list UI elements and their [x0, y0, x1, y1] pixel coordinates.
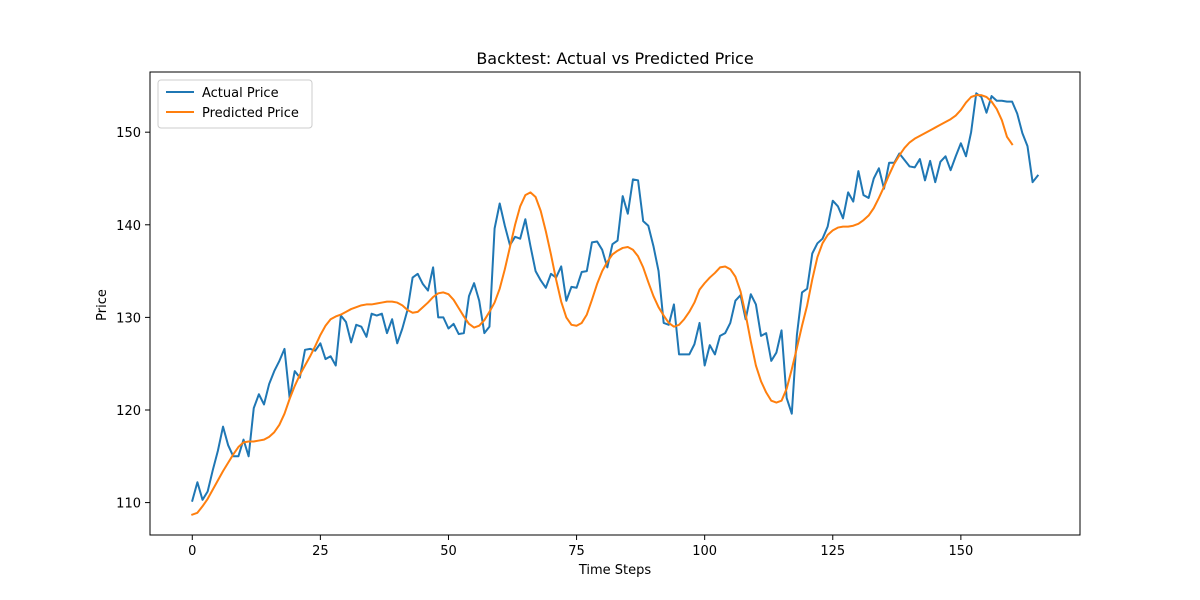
legend-box — [157, 79, 313, 129]
x-tick-label: 0 — [188, 544, 196, 559]
plot-area — [149, 71, 1081, 536]
y-axis: 110 120 130 140 150 — [116, 126, 150, 512]
y-tick-label: 140 — [116, 219, 141, 234]
x-tick-label: 100 — [692, 544, 717, 559]
legend-label-actual-price: Actual Price — [202, 86, 279, 101]
x-axis: 0 25 50 75 100 125 150 — [188, 535, 973, 559]
x-axis-title: Time Steps — [578, 563, 652, 578]
x-tick-label: 125 — [820, 544, 845, 559]
y-tick-label: 130 — [116, 311, 141, 326]
series-line-predicted-price — [190, 94, 1014, 516]
y-axis-title: Price — [95, 289, 110, 321]
x-tick-label: 75 — [568, 544, 585, 559]
x-tick-label: 50 — [440, 544, 457, 559]
legend-label-predicted-price: Predicted Price — [202, 106, 299, 121]
x-tick-label: 150 — [948, 544, 973, 559]
x-tick-label: 25 — [312, 544, 329, 559]
chart-title: Backtest: Actual vs Predicted Price — [476, 49, 753, 68]
y-tick-label: 150 — [116, 126, 141, 141]
y-tick-label: 120 — [116, 404, 141, 419]
y-tick-label: 110 — [116, 497, 141, 512]
legend: Actual Price Predicted Price — [157, 79, 313, 129]
plot-frame — [149, 71, 1081, 536]
